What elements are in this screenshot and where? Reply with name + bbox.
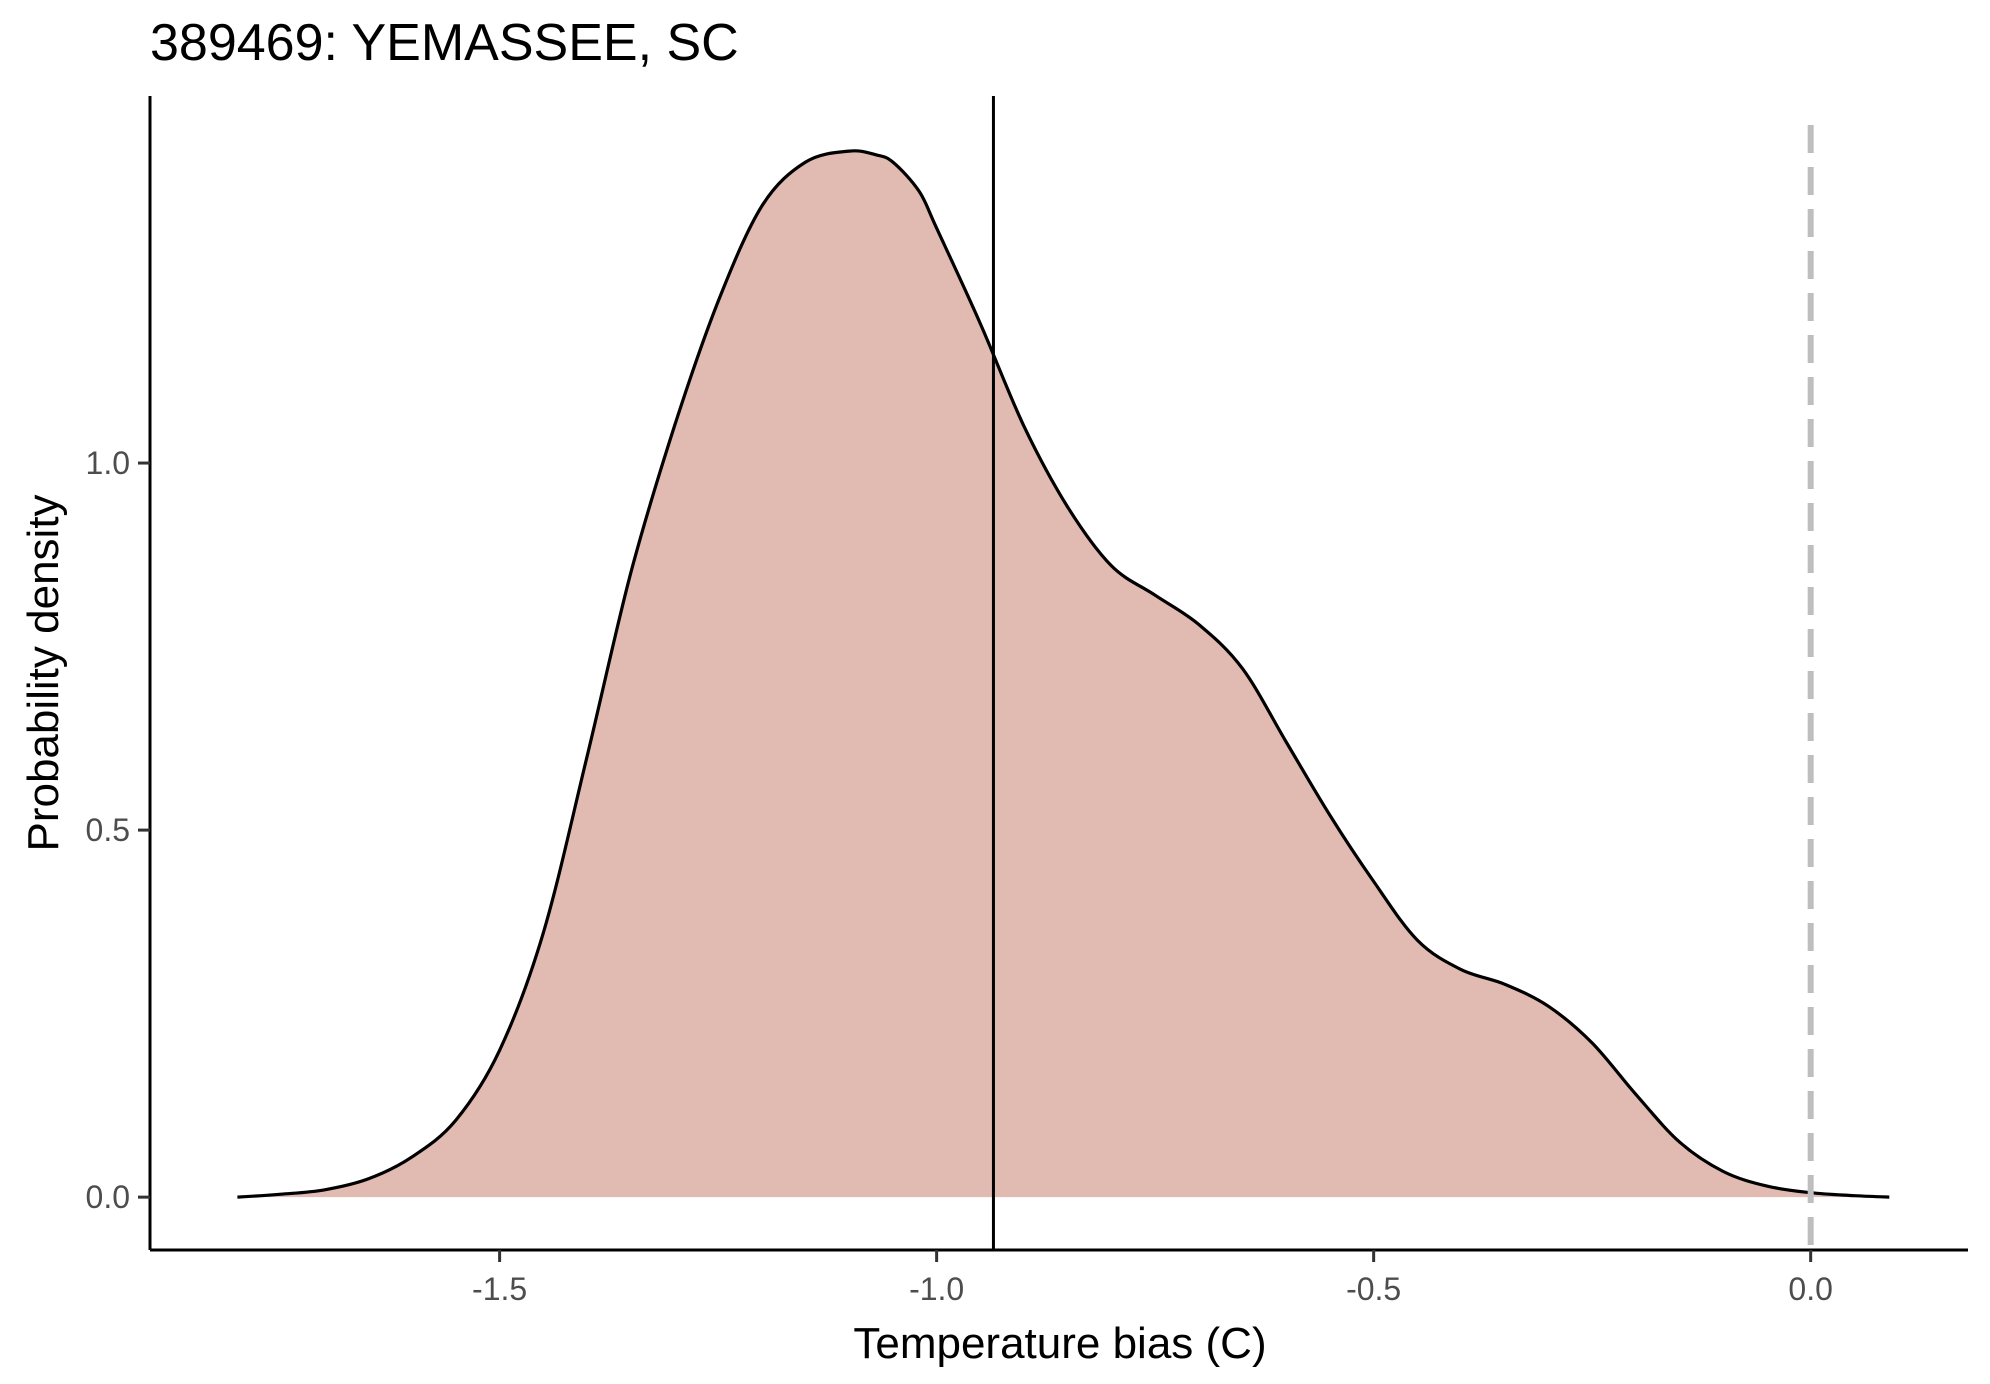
chart-title: 389469: YEMASSEE, SC	[150, 14, 739, 72]
y-tick-label: 0.0	[86, 1179, 130, 1215]
y-axis-title: Probability density	[19, 494, 68, 851]
x-axis-title: Temperature bias (C)	[853, 1319, 1266, 1368]
plot-area	[237, 96, 1890, 1250]
y-tick-label: 1.0	[86, 445, 130, 481]
density-curve	[237, 149, 1890, 1199]
x-tick-label: -1.0	[909, 1271, 964, 1307]
density-area	[237, 150, 1890, 1198]
x-axis-ticks: -1.5 -1.0 -0.5 0.0	[472, 1250, 1833, 1307]
x-tick-label: -0.5	[1346, 1271, 1401, 1307]
y-tick-label: 0.5	[86, 812, 130, 848]
x-tick-label: -1.5	[472, 1271, 527, 1307]
y-axis-ticks: 0.0 0.5 1.0	[86, 445, 150, 1215]
x-tick-label: 0.0	[1788, 1271, 1832, 1307]
